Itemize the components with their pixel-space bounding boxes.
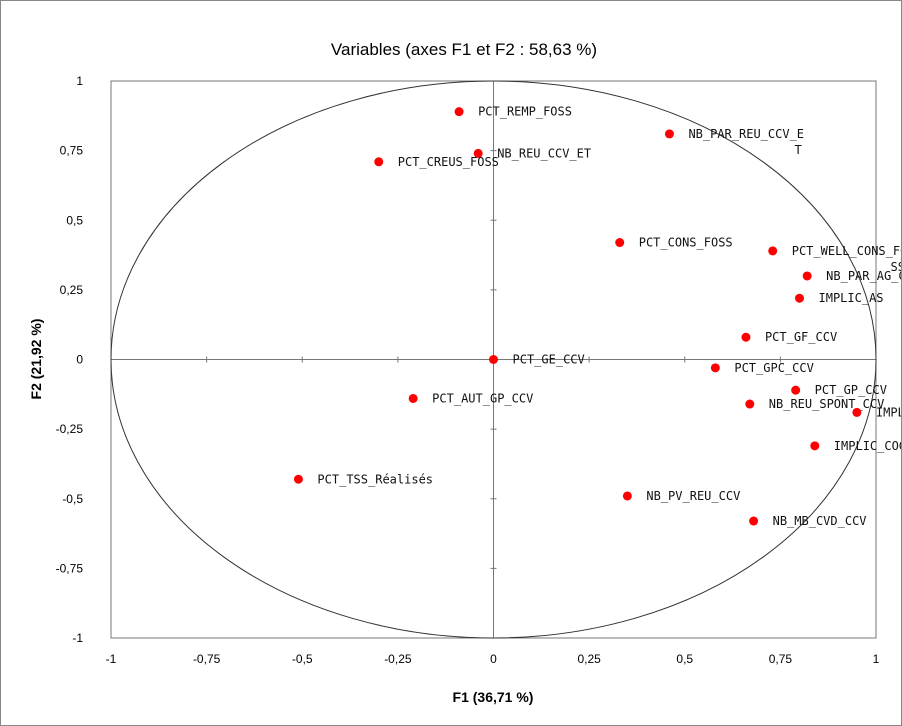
scatter-point <box>454 107 464 117</box>
x-tick-label: 0 <box>490 652 497 666</box>
y-tick-label: 0,75 <box>60 144 84 158</box>
scatter-point-group: PCT_GP_CCV <box>791 383 887 397</box>
point-label: PCT_GPC_CCV <box>734 361 813 375</box>
scatter-point-group: NB_REU_CCV_ET <box>473 146 591 160</box>
scatter-point-group: PCT_TSS_Réalisés <box>293 472 433 486</box>
point-label: NB_MB_CVD_CCV <box>773 514 867 528</box>
point-label: PCT_GP_CCV <box>815 383 887 397</box>
scatter-point <box>615 238 625 248</box>
y-tick-label: 0 <box>76 353 83 367</box>
point-label: PCT_CREUS_FOSS <box>398 155 499 169</box>
x-tick-label: -0,75 <box>193 652 221 666</box>
scatter-point <box>408 393 418 403</box>
scatter-point-group: NB_MB_CVD_CCV <box>749 514 867 528</box>
scatter-point-group: NB_REU_SPONT_CCV <box>745 397 884 411</box>
point-label: IMPLIC_BE_CCV <box>876 405 902 419</box>
scatter-point-group: PCT_GE_CCV <box>489 353 585 367</box>
scatter-point <box>741 332 751 342</box>
y-tick-label: -0,5 <box>62 492 83 506</box>
point-label: PCT_GE_CCV <box>513 353 585 367</box>
scatter-point-group: NB_PAR_AG_CCV <box>802 269 902 283</box>
scatter-point-group: PCT_AUT_GP_CCV <box>408 391 533 405</box>
point-label: PCT_CONS_FOSS <box>639 236 733 250</box>
point-label: PCT_AUT_GP_CCV <box>432 391 533 405</box>
point-label: PCT_TSS_Réalisés <box>317 472 433 486</box>
scatter-point <box>802 271 812 281</box>
y-tick-label: -1 <box>72 631 83 645</box>
scatter-point-group: NB_PV_REU_CCV <box>622 489 740 503</box>
scatter-point <box>293 474 303 484</box>
scatter-point <box>710 363 720 373</box>
point-label: PCT_GF_CCV <box>765 330 837 344</box>
x-tick-label: -0,25 <box>384 652 412 666</box>
y-tick-label: 0,5 <box>66 213 83 227</box>
point-label: PCT_WELL_CONS_FO <box>792 244 902 258</box>
x-tick-label: 0,75 <box>769 652 793 666</box>
scatter-point-group: PCT_WELL_CONS_FO SS <box>768 244 902 274</box>
scatter-point-group: IMPLIC_AS <box>795 291 884 305</box>
y-tick-label: -0,25 <box>56 422 84 436</box>
points-layer: PCT_REMP_FOSS NB_PAR_REU_CCV_E T NB_REU_CCV… <box>293 105 902 528</box>
scatter-point <box>749 516 759 526</box>
scatter-point-group: IMPLIC_COGES <box>810 439 902 453</box>
scatter-point <box>791 385 801 395</box>
scatter-point <box>768 246 778 256</box>
point-label: NB_PAR_AG_CCV <box>826 269 902 283</box>
scatter-point-group: PCT_GPC_CCV <box>710 361 814 375</box>
scatter-point <box>795 293 804 303</box>
scatter-point <box>622 491 632 501</box>
circle-layer <box>110 80 877 639</box>
x-tick-labels: -1 -0,75 -0,5 -0,25 0 0,25 0,5 0,75 1 <box>106 652 880 666</box>
scatter-point <box>374 157 384 167</box>
point-label: IMPLIC_COGES <box>834 439 902 453</box>
scatter-point <box>664 129 674 139</box>
scatter-point-group: IMPLIC_BE_CCV <box>852 405 902 419</box>
point-label: NB_REU_CCV_ET <box>497 146 591 160</box>
correlation-circle <box>110 80 877 639</box>
scatter-point-group: NB_PAR_REU_CCV_E T <box>664 127 804 157</box>
scatter-point <box>810 441 820 451</box>
point-label-continuation: SS <box>891 260 902 274</box>
x-tick-label: -0,5 <box>292 652 313 666</box>
scatter-point <box>745 399 755 409</box>
point-label-continuation: T <box>794 143 801 157</box>
x-tick-label: -1 <box>106 652 117 666</box>
y-tick-label: 1 <box>76 74 83 88</box>
scatter-point-group: PCT_GF_CCV <box>741 330 837 344</box>
y-tick-labels: 1 0,75 0,5 0,25 0 -0,25 -0,5 -0,75 -1 <box>56 74 84 645</box>
x-axis-title: F1 (36,71 %) <box>453 689 534 705</box>
x-tick-label: 0,5 <box>676 652 693 666</box>
point-label: NB_REU_SPONT_CCV <box>769 397 885 411</box>
point-label: NB_PAR_REU_CCV_E <box>688 127 804 141</box>
scatter-point-group: PCT_REMP_FOSS <box>454 105 572 119</box>
scatter-point-group: PCT_CONS_FOSS <box>615 236 733 250</box>
point-label: IMPLIC_AS <box>819 291 884 305</box>
x-tick-label: 1 <box>873 652 880 666</box>
point-label: PCT_REMP_FOSS <box>478 105 572 119</box>
y-axis-title: F2 (21,92 %) <box>28 319 44 400</box>
point-label: NB_PV_REU_CCV <box>646 489 740 503</box>
scatter-point <box>489 355 498 364</box>
scatter-point-group: PCT_CREUS_FOSS <box>374 155 499 169</box>
x-tick-label: 0,25 <box>577 652 601 666</box>
scatter-point <box>473 148 483 158</box>
y-tick-label: -0,75 <box>56 561 84 575</box>
chart-title: Variables (axes F1 et F2 : 58,63 %) <box>331 40 597 59</box>
y-tick-label: 0,25 <box>60 283 84 297</box>
scatter-point <box>852 407 862 417</box>
